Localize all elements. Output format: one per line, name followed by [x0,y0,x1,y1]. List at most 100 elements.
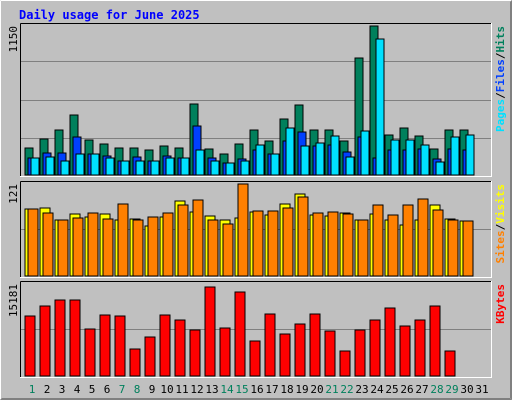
day-label: 26 [400,383,413,396]
sites-bar [222,223,234,277]
sites-bar [57,219,69,277]
day-label: 1 [29,383,36,396]
day-label: 20 [310,383,323,396]
sites-bar [42,212,54,277]
kbytes-bar [99,314,111,377]
day-label: 21 [325,383,338,396]
kbytes-bar [354,329,366,377]
kbytes-bar [69,299,81,377]
kbytes-bar [144,336,156,377]
sites-bar [102,218,114,277]
pages-bar [255,144,265,176]
sites-bar [132,219,144,277]
sites-bar [72,217,84,277]
sites-bar [117,203,129,277]
sites-bar [357,219,369,277]
sites-bar [312,212,324,277]
day-label: 19 [295,383,308,396]
kbytes-bar [429,305,441,377]
sites-bar [267,210,279,277]
legend-entry: Files [494,59,507,92]
day-label: 17 [265,383,278,396]
kbytes-bar [24,315,36,377]
chart-title: Daily usage for June 2025 [19,8,200,22]
sites-bar [342,213,354,277]
kbytes-bar [114,315,126,377]
pages-bar [465,134,475,176]
y-max-label: 15181 [7,284,20,317]
sites-bar [372,204,384,277]
sites-bar [402,204,414,277]
sites-bar [237,183,249,277]
kbytes-bar [294,323,306,377]
pages-bar [405,139,415,176]
kbytes-bar [324,330,336,377]
pages-bar [270,153,280,176]
day-label: 2 [44,383,51,396]
kbytes-bar [384,307,396,377]
day-axis: 1 2 3 4 5 6 7 8 9 10 11 12 13 14 15 16 17 18 19 20 21 22 23 24 2… [29,383,489,396]
day-label: 27 [415,383,428,396]
sites-bar [27,208,39,277]
day-label: 5 [89,383,96,396]
kbytes-bar [444,350,456,377]
day-label: 6 [104,383,111,396]
day-label: 23 [355,383,368,396]
y-max-label: 121 [7,184,20,204]
pages-bar [180,157,190,176]
kbytes-bar [174,319,186,377]
sites-bar [252,210,264,277]
day-label: 13 [205,383,218,396]
sites-bar [147,216,159,277]
series-legend: Pages/Files/Hits [494,26,507,132]
pages-bar [135,160,145,176]
kbytes-bar [264,313,276,377]
sites-bar [297,196,309,277]
legend-entry: Sites [494,230,507,263]
kbytes-bar [129,348,141,377]
legend-entry: Hits [494,26,507,53]
pages-bar [210,160,220,176]
pages-bar [60,160,70,176]
sites-bar [432,209,444,277]
kbytes-bar [219,327,231,377]
sites-bar [207,219,219,277]
day-label: 11 [175,383,188,396]
day-label: 18 [280,383,293,396]
sites-bar [387,214,399,277]
kbytes-bar [39,305,51,377]
day-label: 12 [190,383,203,396]
pages-bar [420,144,430,176]
legend-entry: / [494,52,507,59]
sites-bar [177,204,189,277]
pages-bar [150,160,160,176]
sites-bar [462,220,474,277]
kbytes-bar [309,313,321,377]
day-label: 24 [370,383,384,396]
day-label: 30 [460,383,473,396]
sites-bar [87,212,99,277]
pages-bar [285,127,295,176]
series-legend: KBytes [494,284,507,324]
day-label: 7 [119,383,126,396]
sites-bar [192,199,204,277]
sites-bar [447,219,459,277]
pages-bar [345,156,355,176]
sites-bar [417,198,429,277]
pages-bar [225,162,235,176]
kbytes-bar [159,314,171,377]
kbytes-bar [399,325,411,377]
pages-bar [450,136,460,176]
kbytes-bar [249,340,261,377]
day-label: 8 [134,383,141,396]
day-label: 25 [385,383,398,396]
pages-bar [240,160,250,176]
kbytes-bar [339,350,351,377]
kbytes-bar [369,319,381,377]
pages-bar [105,157,115,176]
legend-entry: / [494,92,507,99]
day-label: 22 [340,383,353,396]
day-label: 4 [74,383,81,396]
